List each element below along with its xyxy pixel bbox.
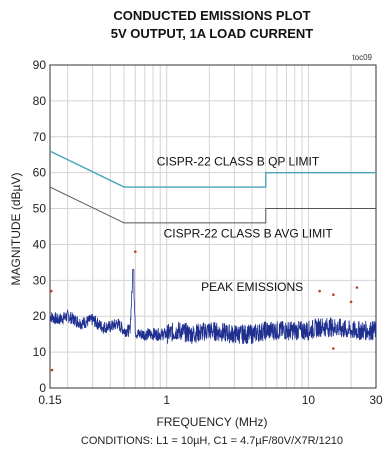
x-axis-label: FREQUENCY (MHz): [156, 415, 267, 429]
y-tick-label: 10: [33, 345, 47, 359]
emission-marker: [50, 368, 54, 372]
y-tick-label: 30: [33, 273, 47, 287]
conditions-note: CONDITIONS: L1 = 10µH, C1 = 4.7µF/80V/X7…: [81, 435, 343, 447]
emission-marker: [349, 300, 353, 304]
x-tick-label: 1: [163, 393, 170, 407]
chart-title: CONDUCTED EMISSIONS PLOT: [113, 8, 310, 23]
qp-limit-label: CISPR-22 CLASS B QP LIMIT: [157, 154, 320, 168]
axes: [49, 64, 377, 389]
series-avg-limit: [49, 186, 376, 224]
emission-marker: [332, 293, 335, 296]
y-tick-label: 90: [33, 58, 47, 72]
series-qp-limit: [49, 150, 376, 188]
peak-emissions-label: PEAK EMISSIONS: [201, 280, 303, 294]
emission-marker: [318, 289, 321, 293]
y-tick-label: 40: [33, 237, 47, 251]
x-tick-label: 0.15: [38, 393, 62, 407]
y-tick-label: 50: [33, 202, 47, 216]
chart-tag: toc09: [352, 53, 372, 62]
chart-subtitle: 5V OUTPUT, 1A LOAD CURRENT: [111, 26, 314, 41]
series-peak-emissions: [49, 269, 377, 345]
x-tick-label: 30: [369, 393, 383, 407]
tick-labels: 0 10 20 30 40 50 60 70 80 90 0.15 1 10 30: [33, 58, 383, 407]
avg-limit-label: CISPR-22 CLASS B AVG LIMIT: [164, 226, 334, 240]
emission-marker: [332, 347, 335, 350]
y-tick-label: 80: [33, 94, 47, 108]
plot-frame: [49, 64, 377, 389]
y-axis-label: MAGNITUDE (dBµV): [9, 173, 23, 286]
series-layer: [49, 150, 377, 345]
y-tick-label: 60: [33, 166, 47, 180]
y-tick-label: 20: [33, 309, 47, 323]
markers-layer: [49, 250, 359, 372]
y-tick-label: 0: [39, 381, 46, 395]
x-tick-label: 10: [302, 393, 316, 407]
annotations-layer: CISPR-22 CLASS B QP LIMIT CISPR-22 CLASS …: [157, 154, 334, 294]
emission-marker: [355, 286, 359, 289]
emission-marker: [133, 250, 137, 253]
y-tick-label: 70: [33, 130, 47, 144]
emission-marker: [49, 289, 53, 293]
